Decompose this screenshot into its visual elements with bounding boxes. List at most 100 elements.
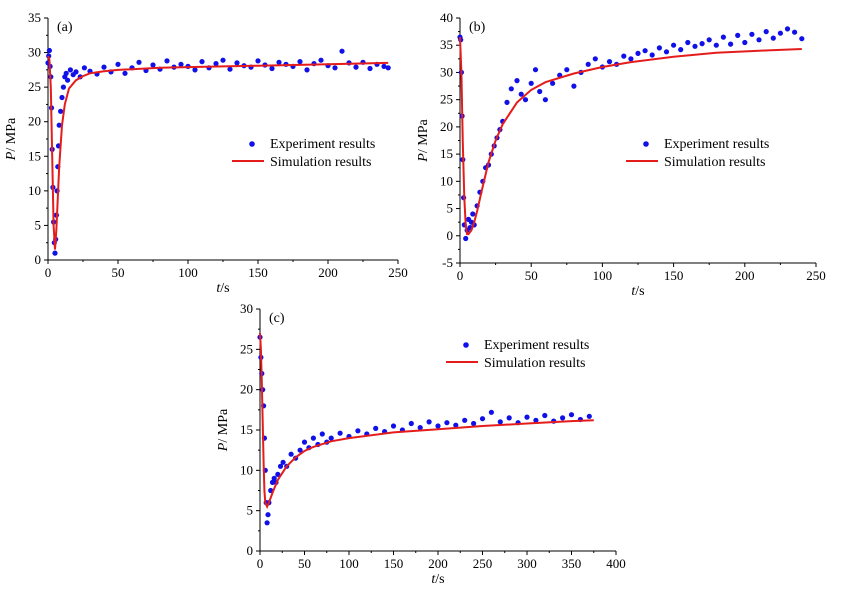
x-tick-label-b: 150 bbox=[664, 268, 684, 283]
experiment-point-a bbox=[234, 60, 240, 66]
experiment-point-b bbox=[770, 35, 776, 41]
experiment-point-c bbox=[444, 420, 450, 426]
experiment-point-c bbox=[271, 475, 277, 481]
legend-experiment-marker-b bbox=[643, 141, 649, 147]
experiment-point-a bbox=[81, 65, 87, 71]
experiment-point-b bbox=[564, 67, 570, 73]
x-axis-title-var-c: t bbox=[431, 572, 436, 587]
x-axis-title-b: t/s bbox=[631, 284, 644, 299]
experiment-point-c bbox=[408, 420, 414, 427]
x-tick-label-a: 150 bbox=[248, 265, 268, 280]
experiment-point-b bbox=[532, 67, 539, 73]
panel-label-c: (c) bbox=[269, 311, 285, 326]
experiment-point-a bbox=[385, 65, 391, 71]
experiment-point-b bbox=[799, 36, 805, 42]
experiment-point-b bbox=[728, 41, 734, 47]
experiment-point-c bbox=[533, 417, 539, 423]
experiment-point-b bbox=[470, 211, 476, 217]
experiment-point-b bbox=[463, 235, 469, 242]
x-tick-label-c: 150 bbox=[384, 556, 404, 571]
experiment-point-a bbox=[255, 58, 261, 64]
y-axis-title-unit-c: / MPa bbox=[216, 408, 231, 443]
y-tick-label-a: 25 bbox=[28, 79, 41, 94]
experiment-point-b bbox=[663, 49, 670, 55]
experiment-point-b bbox=[735, 32, 741, 39]
experiment-point-c bbox=[426, 419, 432, 425]
x-tick-label-b: 0 bbox=[457, 268, 464, 283]
x-axis-title-a: t/s bbox=[216, 281, 229, 296]
x-tick-label-b: 250 bbox=[806, 268, 826, 283]
x-tick-label-c: 400 bbox=[606, 556, 626, 571]
chart-panel-c: 0 50 100 150 200 250 300 350 400 0 5 10 15 20 25 30 t/s P… bbox=[216, 301, 626, 587]
y-tick-label-b: 20 bbox=[440, 119, 453, 134]
experiment-point-c bbox=[301, 439, 308, 445]
y-tick-label-b: 25 bbox=[440, 92, 453, 107]
experiment-point-b bbox=[542, 97, 549, 103]
experiment-point-b bbox=[592, 56, 598, 62]
y-axis-title-unit-a: / MPa bbox=[4, 117, 19, 152]
y-tick-label-c: 0 bbox=[247, 543, 254, 558]
legend-experiment-label-a: Experiment results bbox=[270, 137, 375, 152]
y-tick-label-c: 10 bbox=[240, 462, 253, 477]
experiment-point-b bbox=[635, 50, 641, 57]
experiment-point-c bbox=[462, 417, 468, 423]
experiment-point-b bbox=[720, 34, 727, 40]
y-tick-label-a: 0 bbox=[35, 252, 42, 267]
experiment-point-a bbox=[115, 61, 121, 67]
y-tick-label-b: 0 bbox=[447, 228, 454, 243]
experiment-point-c bbox=[264, 520, 270, 526]
y-axis-title-c: P/ MPa bbox=[216, 408, 231, 452]
panel-label-a: (a) bbox=[57, 20, 73, 35]
experiment-point-c bbox=[542, 412, 548, 419]
experiment-point-b bbox=[537, 88, 543, 95]
experiment-point-b bbox=[621, 53, 627, 59]
experiment-point-b bbox=[508, 86, 514, 92]
experiment-point-a bbox=[339, 48, 345, 54]
experiment-point-a bbox=[59, 94, 65, 101]
experiment-point-c bbox=[297, 447, 303, 453]
experiment-point-c bbox=[506, 415, 512, 421]
y-tick-label-b: 35 bbox=[440, 37, 453, 52]
x-tick-label-c: 200 bbox=[428, 556, 448, 571]
experiment-point-b bbox=[642, 48, 648, 54]
x-tick-label-a: 200 bbox=[318, 265, 338, 280]
x-tick-label-c: 100 bbox=[339, 556, 359, 571]
experiment-point-c bbox=[265, 512, 271, 518]
experiment-point-c bbox=[337, 430, 343, 436]
x-tick-label-a: 100 bbox=[178, 265, 198, 280]
experiment-point-b bbox=[606, 59, 613, 65]
experiment-point-c bbox=[435, 423, 441, 429]
legend-simulation-label-b: Simulation results bbox=[664, 155, 766, 170]
experiment-point-c bbox=[328, 435, 334, 441]
x-axis-title-c: t/s bbox=[431, 572, 444, 587]
y-tick-label-a: 35 bbox=[28, 10, 41, 25]
experiment-point-a bbox=[381, 63, 387, 69]
experiment-point-b bbox=[784, 26, 791, 32]
y-tick-label-b: 10 bbox=[440, 173, 453, 188]
y-tick-label-c: 15 bbox=[240, 422, 253, 437]
experiment-point-b bbox=[514, 78, 520, 84]
experiment-point-b bbox=[504, 99, 510, 105]
experiment-point-a bbox=[297, 59, 303, 65]
experiment-point-b bbox=[763, 29, 769, 35]
experiment-point-c bbox=[288, 451, 294, 457]
experiment-point-b bbox=[777, 30, 784, 36]
experiment-point-b bbox=[713, 42, 719, 48]
experiment-point-a bbox=[73, 69, 79, 75]
experiment-point-a bbox=[150, 62, 156, 68]
experiment-point-b bbox=[522, 97, 529, 103]
y-tick-label-a: 20 bbox=[28, 114, 41, 129]
experiment-point-a bbox=[276, 59, 282, 65]
experiment-point-c bbox=[373, 425, 379, 431]
experiment-point-a bbox=[367, 65, 373, 72]
y-tick-label-a: 15 bbox=[28, 148, 41, 163]
x-tick-label-c: 250 bbox=[473, 556, 493, 571]
experiment-point-b bbox=[656, 45, 663, 51]
legend-experiment-label-c: Experiment results bbox=[484, 338, 589, 353]
experiment-point-b bbox=[685, 39, 691, 46]
y-axis-title-b: P/ MPa bbox=[416, 119, 431, 163]
x-axis-title-unit-c: /s bbox=[435, 572, 444, 587]
experiment-point-b bbox=[692, 43, 698, 49]
x-tick-label-a: 250 bbox=[388, 265, 408, 280]
